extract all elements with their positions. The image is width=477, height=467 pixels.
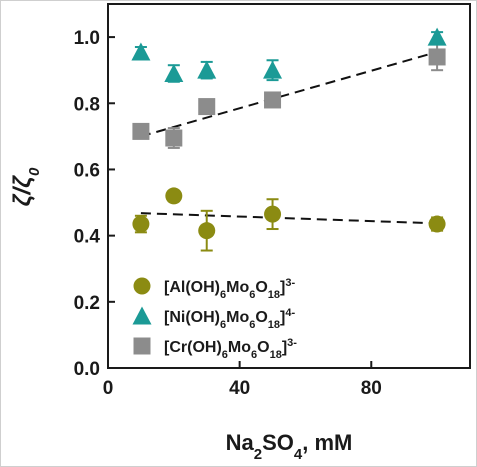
data-point-al [165, 187, 183, 205]
data-point-cr [428, 48, 446, 66]
plot-frame [107, 3, 471, 369]
legend-label-ni: [Ni(OH)6Mo6O18]4- [164, 307, 295, 331]
y-tick-label: 0.8 [74, 94, 100, 115]
legend-label-cr: [Cr(OH)6Mo6O18]3- [164, 337, 297, 361]
y-tick-label: 0.6 [74, 160, 100, 181]
data-point-ni [164, 63, 184, 82]
y-tick-label: 0.2 [74, 293, 100, 314]
data-point-ni [263, 60, 283, 79]
legend-label-al: [Al(OH)6Mo6O18]3- [164, 277, 295, 301]
y-tick-label: 0.0 [74, 359, 100, 380]
legend-marker-al [133, 277, 151, 295]
trend-lines [140, 51, 438, 225]
data-point-cr [132, 122, 150, 140]
trend-line-cr [140, 51, 438, 138]
data-point-cr [165, 129, 183, 147]
x-tick-label: 0 [103, 378, 114, 399]
y-axis-label: ζ/ζ0 [9, 167, 43, 206]
x-axis: 0 40 80 [103, 361, 382, 399]
x-tick-label: 40 [229, 378, 250, 399]
data-point-al [132, 215, 150, 233]
y-tick-label: 0.4 [74, 227, 101, 248]
legend: [Al(OH)6Mo6O18]3- [Ni(OH)6Mo6O18]4- [Cr(OH… [132, 277, 297, 361]
data-point-cr [198, 98, 216, 116]
data-point-ni [427, 27, 447, 46]
data-point-al [428, 215, 446, 233]
data-point-ni [131, 42, 151, 61]
y-tick-label: 1.0 [74, 28, 100, 49]
data-markers [131, 27, 447, 240]
legend-marker-cr [133, 337, 151, 355]
data-point-al [198, 222, 216, 240]
x-tick-label: 80 [361, 378, 382, 399]
trend-line-al [140, 212, 438, 225]
y-axis: 0.0 0.2 0.4 0.6 0.8 1.0 [74, 28, 115, 380]
x-axis-label: Na2SO4, mM [226, 430, 353, 463]
data-point-cr [264, 91, 282, 109]
data-point-ni [197, 60, 217, 79]
legend-marker-ni [132, 306, 152, 325]
data-point-al [264, 205, 282, 223]
